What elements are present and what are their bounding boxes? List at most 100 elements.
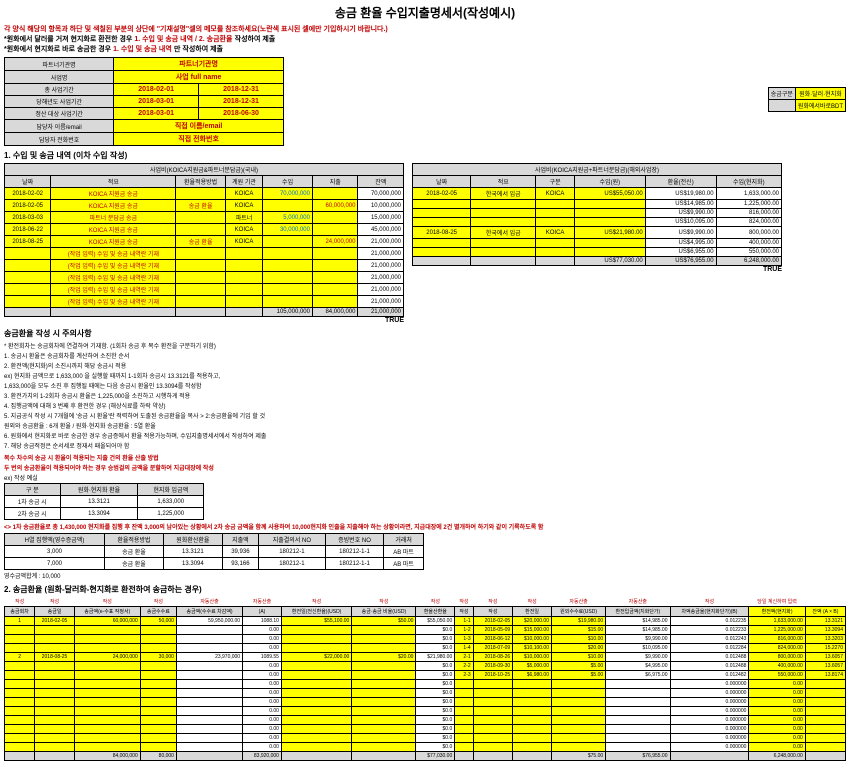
- big-cell[interactable]: [455, 734, 473, 743]
- big-cell[interactable]: 0.00: [243, 644, 282, 653]
- big-cell[interactable]: $50.00: [352, 617, 416, 626]
- table-cell[interactable]: [263, 236, 313, 248]
- big-cell[interactable]: [176, 671, 242, 680]
- big-cell[interactable]: [35, 707, 75, 716]
- info-v2[interactable]: 2018-12-31: [199, 84, 284, 96]
- big-cell[interactable]: 0.00: [749, 743, 805, 752]
- big-cell[interactable]: [74, 707, 140, 716]
- big-cell[interactable]: $0.0: [416, 707, 455, 716]
- big-cell[interactable]: [606, 725, 670, 734]
- table-cell[interactable]: [225, 260, 262, 272]
- big-cell[interactable]: [281, 698, 351, 707]
- big-cell[interactable]: [281, 662, 351, 671]
- big-cell[interactable]: [35, 626, 75, 635]
- big-cell[interactable]: 2-2: [455, 662, 473, 671]
- big-cell[interactable]: 13.3094: [805, 626, 845, 635]
- big-cell[interactable]: 2018-09-30: [473, 662, 513, 671]
- table-cell[interactable]: 5,000,000: [263, 212, 313, 224]
- big-cell[interactable]: 13.6057: [805, 653, 845, 662]
- big-cell[interactable]: [5, 635, 35, 644]
- table-cell[interactable]: 21,000,000: [358, 248, 404, 260]
- big-cell[interactable]: $0.0: [416, 635, 455, 644]
- big-cell[interactable]: 1-4: [455, 644, 473, 653]
- big-cell[interactable]: 1089.55: [243, 653, 282, 662]
- table-cell[interactable]: KOICA 지원금 송금: [51, 236, 176, 248]
- big-cell[interactable]: 0.00: [243, 725, 282, 734]
- table-cell[interactable]: [263, 260, 313, 272]
- table-cell[interactable]: [263, 284, 313, 296]
- big-cell[interactable]: [455, 707, 473, 716]
- table-cell[interactable]: US$14,985.00: [645, 200, 716, 209]
- big-cell[interactable]: [176, 644, 242, 653]
- big-cell[interactable]: 2018-02-05: [473, 617, 513, 626]
- table-cell[interactable]: [312, 188, 357, 200]
- table-cell[interactable]: [413, 218, 471, 227]
- big-cell[interactable]: 0.00: [243, 626, 282, 635]
- info-v2[interactable]: 2018-06-30: [199, 108, 284, 120]
- table-cell[interactable]: [312, 272, 357, 284]
- table-cell[interactable]: KOICA: [225, 236, 262, 248]
- big-cell[interactable]: [74, 671, 140, 680]
- big-cell[interactable]: [513, 698, 552, 707]
- table-cell[interactable]: [176, 248, 226, 260]
- big-cell[interactable]: [140, 662, 176, 671]
- table-cell[interactable]: [225, 284, 262, 296]
- big-cell[interactable]: [140, 716, 176, 725]
- table-cell[interactable]: 2018-08-25: [5, 236, 51, 248]
- big-cell[interactable]: 1,225,000.00: [749, 626, 805, 635]
- table-cell[interactable]: (작업 입력) 수입 및 송금 내역란 기재: [51, 284, 176, 296]
- table-cell[interactable]: (작업 입력) 수입 및 송금 내역란 기재: [51, 296, 176, 308]
- big-cell[interactable]: [176, 662, 242, 671]
- big-cell[interactable]: 0.000000: [670, 680, 749, 689]
- big-cell[interactable]: [5, 680, 35, 689]
- big-cell[interactable]: [513, 725, 552, 734]
- big-cell[interactable]: [5, 662, 35, 671]
- big-cell[interactable]: 0.000000: [670, 725, 749, 734]
- table-cell[interactable]: 2018-02-02: [5, 188, 51, 200]
- big-cell[interactable]: 0.00: [749, 716, 805, 725]
- big-cell[interactable]: [5, 743, 35, 752]
- table-cell[interactable]: 21,000,000: [358, 272, 404, 284]
- table-cell[interactable]: 2018-06-22: [5, 224, 51, 236]
- table-cell[interactable]: [413, 239, 471, 248]
- big-cell[interactable]: [281, 707, 351, 716]
- table-cell[interactable]: 한국에서 입금: [471, 227, 536, 239]
- table-cell[interactable]: [471, 209, 536, 218]
- big-cell[interactable]: [281, 680, 351, 689]
- table-cell[interactable]: KOICA: [225, 188, 262, 200]
- big-cell[interactable]: [552, 734, 606, 743]
- table-cell[interactable]: KOICA: [225, 200, 262, 212]
- big-cell[interactable]: $0.0: [416, 743, 455, 752]
- table-cell[interactable]: 2018-08-25: [413, 227, 471, 239]
- big-cell[interactable]: $0.0: [416, 698, 455, 707]
- info-v1[interactable]: 2018-03-01: [114, 108, 199, 120]
- big-cell[interactable]: [140, 734, 176, 743]
- big-cell[interactable]: [513, 716, 552, 725]
- table-cell[interactable]: [263, 200, 313, 212]
- big-cell[interactable]: [35, 671, 75, 680]
- big-cell[interactable]: [473, 716, 513, 725]
- big-cell[interactable]: [74, 680, 140, 689]
- table-cell[interactable]: [225, 272, 262, 284]
- info-v1[interactable]: 2018-03-01: [114, 96, 199, 108]
- big-cell[interactable]: [74, 662, 140, 671]
- table-cell[interactable]: [263, 272, 313, 284]
- big-cell[interactable]: [140, 743, 176, 752]
- big-cell[interactable]: [281, 716, 351, 725]
- big-cell[interactable]: 0.012488: [670, 662, 749, 671]
- big-cell[interactable]: [176, 743, 242, 752]
- table-cell[interactable]: [5, 260, 51, 272]
- table-cell[interactable]: [574, 200, 645, 209]
- big-cell[interactable]: [606, 743, 670, 752]
- big-cell[interactable]: [352, 671, 416, 680]
- big-cell[interactable]: $6,975.00: [606, 671, 670, 680]
- big-cell[interactable]: 0.00: [749, 680, 805, 689]
- big-cell[interactable]: [140, 671, 176, 680]
- table-cell[interactable]: [574, 209, 645, 218]
- big-cell[interactable]: 0.00: [749, 707, 805, 716]
- big-cell[interactable]: 50,000: [140, 617, 176, 626]
- table-cell[interactable]: [176, 284, 226, 296]
- table-cell[interactable]: 550,000.00: [716, 248, 781, 257]
- table-cell[interactable]: [574, 248, 645, 257]
- big-cell[interactable]: [473, 707, 513, 716]
